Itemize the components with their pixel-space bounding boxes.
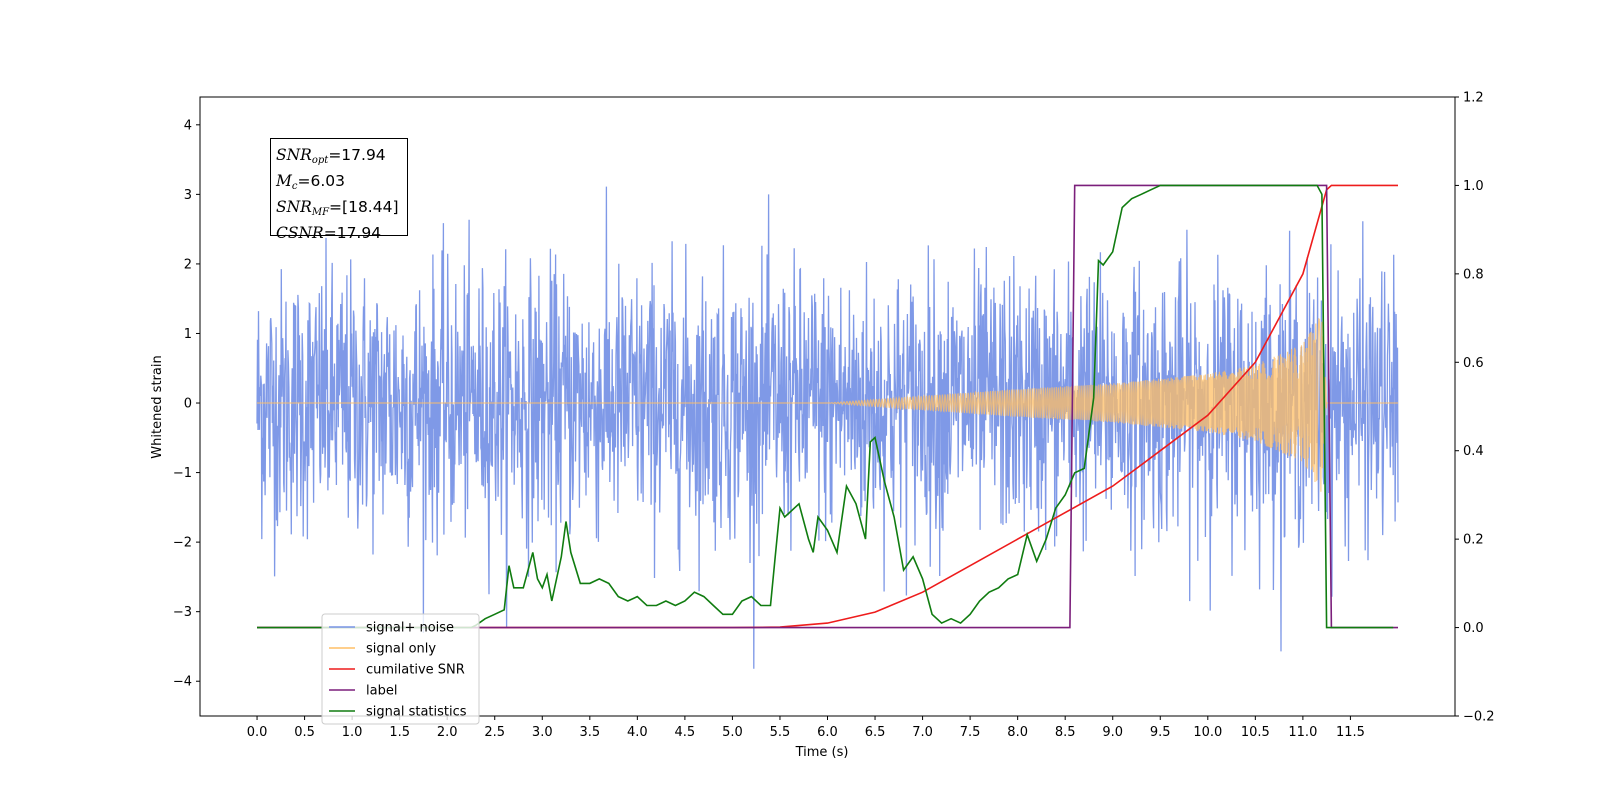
x-tick-label: 5.0	[722, 725, 743, 740]
snr-mf-line: SNRMF=[18.44]	[276, 198, 399, 218]
series-signal-statistics	[257, 184, 1394, 629]
y-axis-right-ticks: 1.2 1.0 0.8 0.6 0.4 0.2 0.0 −0.2	[1455, 91, 1495, 725]
csnr-line: CSNR=17.94	[276, 224, 382, 242]
x-tick-label: 7.5	[960, 725, 981, 740]
csnr-value: =17.94	[323, 224, 382, 242]
series-signal-only	[257, 317, 1398, 492]
legend-entry-label: signal+ noise	[366, 621, 454, 636]
snr-opt-line: SNRopt=17.94	[276, 146, 386, 166]
legend-entry-label: signal only	[366, 642, 436, 657]
x-tick-label: 1.5	[389, 725, 410, 740]
y-axis-left-ticks: 4 3 2 1 0 −1 −2 −3 −4	[173, 118, 200, 690]
x-axis-ticks: 0.0 0.5 1.0 1.5 2.0 2.5 3.0 3.5 4.0 4.5 5.0 5.5 6.0 6…	[247, 716, 1365, 740]
x-tick-label: 9.0	[1102, 725, 1123, 740]
x-tick-label: 4.5	[675, 725, 696, 740]
y-left-tick-label: 1	[184, 327, 192, 342]
x-axis-label: Time (s)	[795, 745, 849, 760]
y-left-tick-label: 4	[184, 118, 192, 133]
x-tick-label: 11.5	[1336, 725, 1365, 740]
x-tick-label: 11.0	[1288, 725, 1317, 740]
y-right-tick-label: 0.0	[1463, 621, 1484, 636]
x-tick-label: 0.5	[294, 725, 315, 740]
y-axis-label: Whitened strain	[150, 355, 165, 458]
x-tick-label: 0.0	[247, 725, 268, 740]
x-tick-label: 8.0	[1007, 725, 1028, 740]
series-cumilative-snr	[257, 184, 1398, 629]
y-left-tick-label: 0	[184, 397, 192, 412]
y-left-tick-label: −4	[173, 675, 192, 690]
x-tick-label: 1.0	[342, 725, 363, 740]
series-layer	[256, 184, 1399, 669]
x-tick-label: 3.5	[579, 725, 600, 740]
legend-entry-label: signal statistics	[366, 705, 467, 720]
y-left-tick-label: 2	[184, 257, 192, 272]
chirp-mass-value: =6.03	[297, 172, 345, 190]
snr-opt-value: =17.94	[328, 146, 386, 164]
legend-box	[321, 613, 480, 725]
y-left-tick-label: −2	[173, 536, 192, 551]
y-right-tick-label: 1.0	[1463, 179, 1484, 194]
legend-entry-label: label	[366, 684, 397, 699]
y-right-tick-label: 0.6	[1463, 356, 1484, 371]
x-tick-label: 10.5	[1241, 725, 1270, 740]
x-tick-label: 2.5	[484, 725, 505, 740]
y-right-tick-label: −0.2	[1463, 710, 1495, 725]
x-tick-label: 5.5	[770, 725, 791, 740]
snr-mf-value: =[18.44]	[329, 198, 399, 216]
x-tick-label: 8.5	[1055, 725, 1076, 740]
legend-entry-label: cumilative SNR	[366, 663, 465, 678]
series-signal-noise	[256, 186, 1399, 669]
y-left-tick-label: 3	[184, 188, 192, 203]
y-left-tick-label: −1	[173, 466, 192, 481]
y-right-tick-label: 1.2	[1463, 91, 1484, 106]
y-right-tick-label: 0.2	[1463, 533, 1484, 548]
snr-info-box: SNRopt=17.94 Mc=6.03 SNRMF=[18.44] CSNR=…	[270, 138, 408, 242]
x-tick-label: 9.5	[1150, 725, 1171, 740]
x-tick-label: 3.0	[532, 725, 553, 740]
legend: signal+ noise signal only cumilative SNR la…	[321, 613, 480, 725]
x-tick-label: 7.0	[912, 725, 933, 740]
x-tick-label: 6.5	[865, 725, 886, 740]
y-left-tick-label: −3	[173, 605, 192, 620]
x-tick-label: 2.0	[437, 725, 458, 740]
x-tick-label: 10.0	[1193, 725, 1222, 740]
x-tick-label: 6.0	[817, 725, 838, 740]
x-tick-label: 4.0	[627, 725, 648, 740]
chirp-mass-line: Mc=6.03	[276, 172, 345, 192]
y-right-tick-label: 0.4	[1463, 444, 1484, 459]
y-right-tick-label: 0.8	[1463, 267, 1484, 282]
